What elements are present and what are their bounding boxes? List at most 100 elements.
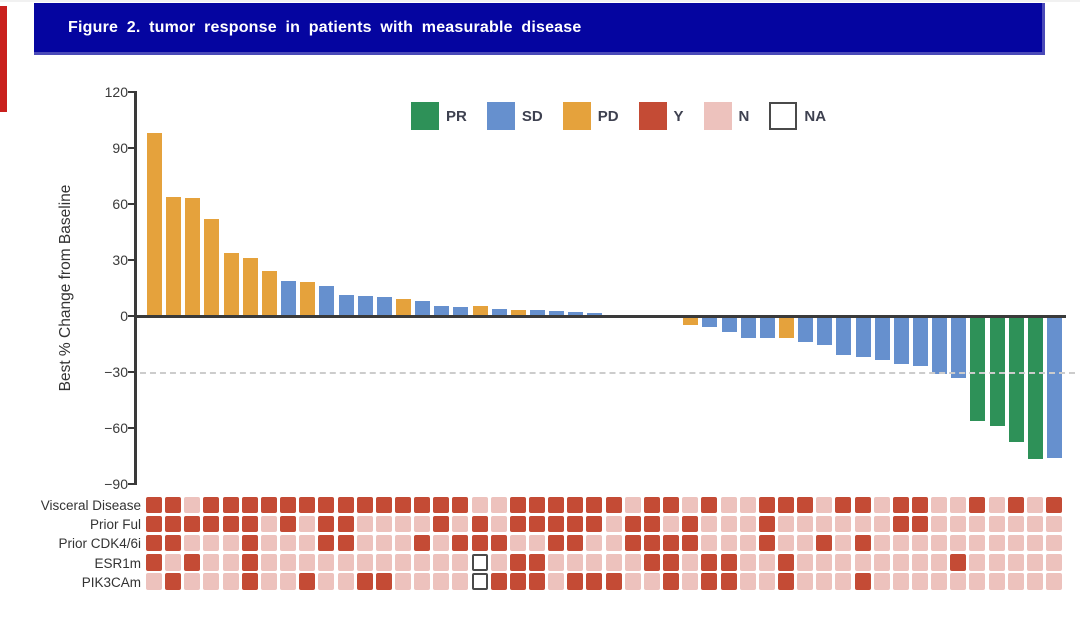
patient-bar [376,297,392,316]
legend-item-n: N [703,102,770,130]
patient-bar [568,312,584,316]
heatmap-cell [950,534,967,552]
legend-swatch-sd [486,102,515,130]
heatmap-cell [682,515,699,533]
patient-bar [874,317,890,360]
heatmap-cell [950,554,967,571]
heatmap-cell [931,534,948,552]
patient-bar [683,317,699,325]
heatmap-cell [165,515,182,533]
heatmap-cell [1026,515,1043,533]
legend-swatch-n [703,102,732,130]
heatmap-cell [739,515,756,533]
heatmap-cell [375,573,392,590]
heatmap-cell [586,573,603,590]
patient-bar [893,317,909,365]
patient-bar [970,317,986,422]
patient-bar [530,310,545,316]
heatmap-cell [414,573,431,590]
heatmap-cell [816,573,833,590]
heatmap-row-label: Prior Ful [89,517,141,533]
heatmap-cell [222,496,239,513]
page-top-edge [0,0,1080,2]
heatmap-cell [529,573,545,590]
chart-legend: PR SD PD Y N NA [411,102,846,130]
heatmap-cell [471,496,488,513]
heatmap-cell [375,515,392,533]
heatmap-cell [854,496,871,513]
heatmap-cell [816,496,833,513]
heatmap-cell [337,496,354,513]
heatmap-cell [758,554,775,571]
heatmap-cell [950,515,967,533]
heatmap-cell [490,573,507,590]
heatmap-cell [433,534,450,552]
heatmap-cell [931,496,948,513]
heatmap-cell [548,554,565,571]
legend-item-pd: PD [562,102,639,130]
figure-title-bar: Figure 2. tumor response in patients wit… [34,3,1045,55]
heatmap-cell [682,554,699,571]
y-tick-mark [128,90,134,93]
heatmap-cell [854,534,871,552]
legend-label: N [738,107,750,125]
heatmap-cell [529,496,545,513]
legend-label: PR [446,107,467,125]
y-tick-mark [128,258,134,261]
y-axis-title: Best % Change from Baseline [57,184,74,392]
heatmap-cell [548,534,565,552]
heatmap-cell [165,554,182,571]
legend-label: Y [673,107,684,125]
heatmap-row-label: Visceral Disease [40,498,141,513]
heatmap-cell [835,573,852,590]
heatmap-cell [1026,573,1043,590]
patient-bar [395,299,411,316]
heatmap-cell [222,515,239,533]
heatmap-cell [931,515,948,533]
heatmap-cell [184,554,201,571]
patient-bar [242,258,258,316]
y-tick-mark [128,483,134,486]
heatmap-cell [394,496,411,513]
heatmap-cell [892,554,909,571]
heatmap-cell [394,573,411,590]
patient-bar [472,305,488,316]
y-tick-label: −60 [104,420,128,437]
patient-bar [510,310,526,316]
patient-bar [721,317,737,332]
heatmap-cell [280,496,297,513]
heatmap-cell [203,573,220,590]
heatmap-cell [931,573,948,590]
heatmap-cell [529,534,545,552]
heatmap-cell [739,534,756,552]
heatmap-cell [318,534,335,552]
heatmap-cell [682,496,699,513]
heatmap-cell [816,554,833,571]
heatmap-cell [433,515,450,533]
heatmap-cell [1046,515,1063,533]
heatmap-cell [777,573,794,590]
heatmap-cell [1007,534,1024,552]
heatmap-cell [241,534,258,552]
heatmap-cell [720,496,737,513]
patient-bar [147,133,162,316]
heatmap-cell [797,554,814,571]
y-tick-mark [128,427,134,430]
heatmap-cell [452,573,469,590]
heatmap-cell [777,534,794,552]
heatmap-cell [701,534,718,552]
heatmap-cell [873,496,890,513]
heatmap-cell [433,573,450,590]
heatmap-cell [414,496,431,513]
heatmap-cell [260,554,277,571]
patient-bar [491,309,507,316]
heatmap-cell [835,496,852,513]
legend-label: PD [597,107,619,125]
heatmap-cell [950,496,967,513]
patient-bar [338,295,354,316]
heatmap-cell [260,515,277,533]
legend-swatch-na [769,102,798,130]
y-tick-mark [128,371,134,373]
heatmap-cell [701,496,718,513]
heatmap-cell [509,554,526,571]
